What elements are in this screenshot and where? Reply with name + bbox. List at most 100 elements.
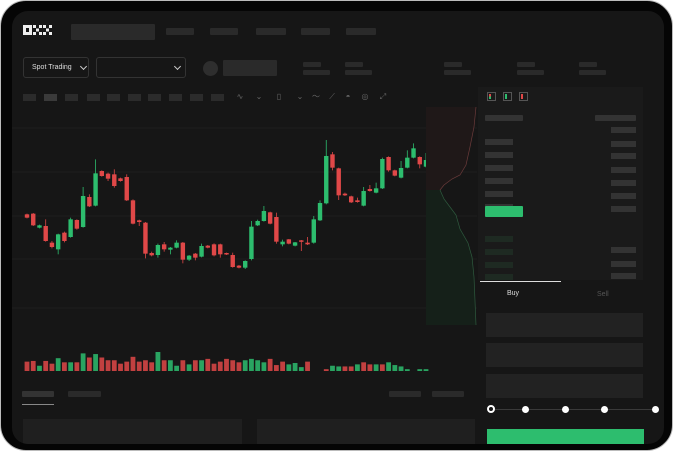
volume-bar (30, 360, 36, 371)
slider-stop[interactable] (601, 406, 608, 413)
interval-button[interactable] (23, 94, 36, 101)
leverage-slider-track[interactable] (490, 409, 655, 410)
candle-body (348, 196, 354, 203)
nav-item[interactable] (301, 28, 330, 35)
depth-bids-area (426, 190, 476, 325)
volume-bar (143, 360, 148, 371)
indicator-icon[interactable]: ∿ (236, 92, 244, 101)
volume-bar (74, 362, 80, 371)
candle-body (299, 240, 304, 242)
interval-button[interactable] (128, 94, 141, 101)
volume-bar (93, 354, 98, 371)
candle-body (199, 246, 204, 257)
candle-body (118, 178, 123, 181)
fullscreen-icon[interactable]: ⤢ (379, 92, 387, 101)
volume-bar (292, 363, 298, 371)
candle-body (267, 212, 273, 224)
total-input[interactable] (486, 374, 643, 398)
price-input[interactable] (486, 313, 643, 337)
interval-button[interactable] (148, 94, 161, 101)
volume-bar (255, 360, 261, 371)
chevron-down-icon[interactable]: ⌄ (255, 92, 263, 101)
slider-handle[interactable] (487, 405, 495, 413)
volume-bar (242, 360, 248, 371)
bottom-action[interactable] (432, 391, 464, 397)
volume-bar (155, 352, 161, 371)
interval-button-active[interactable] (44, 94, 57, 101)
candle-body (230, 255, 235, 267)
camera-icon[interactable]: ◓ (345, 92, 351, 101)
sell-tab[interactable]: Sell (597, 291, 609, 298)
candle-body (355, 200, 360, 202)
last-price-highlight (485, 206, 523, 217)
volume-bar (49, 363, 55, 371)
settings-icon[interactable]: ◎ (361, 92, 369, 101)
interval-button[interactable] (169, 94, 182, 101)
candle-body (130, 200, 136, 224)
sell-side-icon[interactable] (519, 92, 528, 101)
nav-item[interactable] (346, 28, 376, 35)
candle-body (361, 191, 366, 206)
buy-side-icon[interactable] (503, 92, 512, 101)
bottom-action[interactable] (389, 391, 421, 397)
interval-button[interactable] (190, 94, 203, 101)
buy-tab[interactable]: Buy (507, 290, 520, 297)
slider-stop[interactable] (562, 406, 569, 413)
ruler-icon[interactable]: ⟋ (329, 92, 335, 101)
interval-button[interactable] (107, 94, 120, 101)
nav-item[interactable] (210, 28, 238, 35)
interval-button[interactable] (87, 94, 100, 101)
volume-bar (24, 361, 30, 371)
tab-underline (22, 404, 54, 405)
bottom-panel (257, 419, 475, 444)
market-type-dropdown[interactable]: Spot Trading (23, 57, 89, 78)
candle-body (243, 261, 248, 268)
candle-body (55, 234, 61, 250)
slider-stop[interactable] (652, 406, 659, 413)
volume-bar (286, 364, 292, 371)
volume-bar (130, 356, 136, 371)
volume-bar (230, 360, 236, 371)
pair-dropdown[interactable] (96, 57, 186, 78)
candle-body (168, 247, 173, 250)
volume-bar (37, 365, 42, 371)
volume-bar (199, 360, 204, 371)
amount-input[interactable] (486, 343, 643, 367)
volume-bar (398, 366, 404, 371)
volume-bar (404, 369, 410, 371)
tab-history[interactable] (68, 391, 101, 397)
volume-bar (348, 366, 354, 371)
volume-bar (392, 365, 398, 371)
nav-item[interactable] (256, 28, 286, 35)
line-tool-icon[interactable]: 〜 (312, 92, 320, 101)
buy-button[interactable] (487, 429, 644, 444)
candle-type-icon[interactable]: ▯ (276, 92, 282, 101)
pair-name-placeholder (223, 60, 277, 76)
candle-body (161, 244, 167, 250)
okx-logo[interactable] (23, 25, 52, 35)
volume-bar (149, 362, 155, 371)
slider-stop[interactable] (522, 406, 529, 413)
chevron-down-icon (79, 62, 88, 71)
volume-bar (105, 360, 111, 371)
nav-item[interactable] (166, 28, 194, 35)
chevron-down-icon[interactable]: ⌄ (296, 92, 304, 101)
candle-body (180, 242, 186, 260)
candle-body (112, 174, 117, 186)
candle-body (324, 156, 329, 204)
candle-body (330, 154, 335, 168)
volume-bar (267, 358, 273, 371)
candlestick-chart[interactable] (12, 106, 477, 371)
tab-open-orders[interactable] (22, 391, 54, 397)
candle-body (249, 226, 254, 259)
candle-body (124, 177, 129, 201)
interval-button[interactable] (211, 94, 224, 101)
candle-body (280, 241, 285, 245)
interval-button[interactable] (65, 94, 78, 101)
depth-chart (426, 107, 477, 326)
candle-body (336, 168, 341, 196)
both-sides-icon[interactable] (487, 92, 496, 101)
candle-body (93, 173, 98, 206)
search-placeholder[interactable] (71, 24, 155, 40)
candle-body (236, 265, 242, 268)
